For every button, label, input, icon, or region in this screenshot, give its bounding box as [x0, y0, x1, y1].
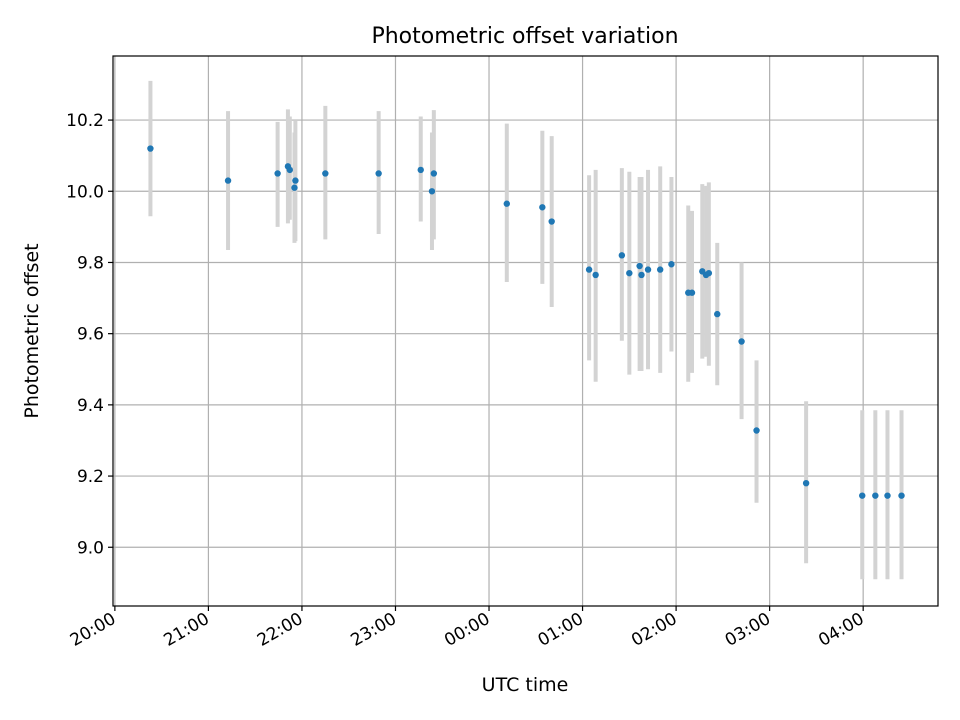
y-tick-label: 9.8 [77, 253, 104, 273]
data-point [714, 310, 721, 318]
data-point [898, 492, 905, 499]
data-point [430, 170, 438, 177]
data-point [592, 271, 599, 279]
data-point [147, 145, 154, 152]
data-point [656, 266, 664, 273]
data-point [585, 266, 593, 273]
y-tick-label: 10.0 [66, 182, 104, 202]
y-tick-label: 9.0 [77, 538, 104, 558]
grid [113, 56, 938, 606]
data-point [636, 262, 643, 270]
data-points [147, 145, 905, 499]
y-axis-label: Photometric offset [21, 243, 43, 418]
data-point [539, 204, 546, 211]
data-point [638, 271, 645, 279]
data-point [859, 492, 866, 499]
data-point [753, 427, 760, 434]
data-point [322, 170, 329, 177]
data-point [872, 492, 879, 499]
data-point [705, 269, 713, 277]
data-point [292, 177, 299, 184]
data-point [548, 218, 555, 225]
plot-frame [112, 55, 939, 607]
y-tick-label: 9.2 [77, 467, 104, 487]
data-point [428, 188, 436, 195]
data-point [417, 166, 424, 174]
data-point [618, 252, 626, 259]
data-point [626, 269, 633, 277]
data-point [668, 261, 675, 268]
data-point [503, 200, 510, 207]
data-point [644, 266, 652, 273]
y-tick-label: 9.4 [77, 396, 104, 416]
y-tick-label: 9.6 [77, 325, 104, 345]
data-point [274, 170, 281, 177]
y-axis-ticks: 9.0 9.2 9.4 9.6 9.8 10.0 10.2 [66, 111, 113, 558]
chart-title: Photometric offset variation [371, 24, 678, 49]
data-point [802, 479, 810, 487]
data-point [688, 289, 696, 296]
data-point [291, 184, 298, 191]
x-axis-label: UTC time [482, 674, 569, 696]
y-tick-label: 10.2 [66, 111, 104, 131]
data-point [884, 492, 891, 499]
data-point [286, 166, 293, 174]
data-point [738, 338, 745, 345]
data-point [224, 177, 232, 184]
data-point [375, 170, 382, 177]
